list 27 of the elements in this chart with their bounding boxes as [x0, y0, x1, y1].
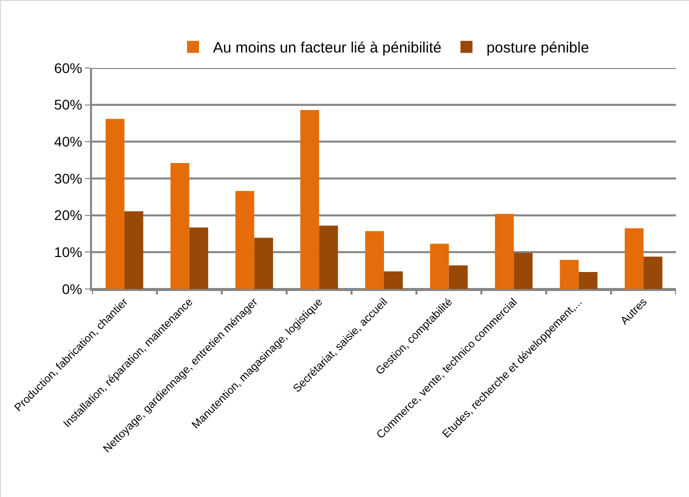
bar: [624, 228, 644, 289]
bar: [300, 110, 320, 289]
bar: [578, 272, 598, 289]
y-tick-label: 40%: [54, 134, 82, 150]
y-tick-label: 50%: [54, 96, 82, 113]
bar: [430, 244, 449, 289]
y-tick-label: 20%: [54, 207, 82, 224]
legend-label: Au moins un facteur lié à pénibilité: [213, 40, 442, 57]
bar: [514, 252, 533, 289]
bar: [106, 118, 124, 289]
bar: [254, 238, 274, 289]
bar: [365, 231, 384, 289]
bar: [560, 260, 579, 289]
bar: [235, 191, 254, 289]
bar: [644, 256, 662, 289]
y-tick-label: 10%: [54, 244, 82, 260]
bar: [319, 226, 338, 289]
y-tick-label: 60%: [54, 60, 82, 76]
bar: [494, 214, 514, 289]
bar: [448, 265, 468, 289]
y-tick-label: 30%: [54, 170, 82, 186]
y-tick-label: 0%: [62, 280, 82, 297]
bar: [189, 227, 208, 289]
bar: [170, 163, 190, 289]
bar: [384, 271, 403, 289]
legend-label: posture pénible: [486, 40, 590, 57]
bar: [124, 211, 144, 289]
